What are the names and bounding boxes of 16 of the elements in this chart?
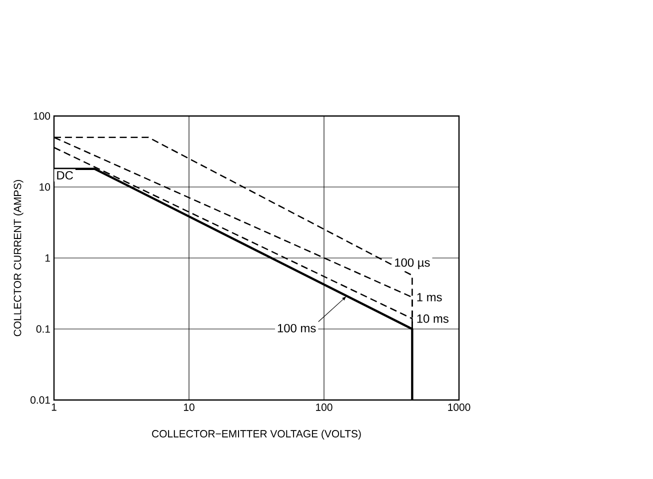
x-tick-label: 10 xyxy=(184,404,194,411)
series-label: 10 ms xyxy=(417,314,448,323)
series-label: DC xyxy=(57,171,73,180)
series-label: 100 µs xyxy=(395,258,430,270)
x-axis-title: COLLECTOR−EMITTER VOLTAGE (VOLTS) xyxy=(152,430,361,440)
x-tick-label: 100 xyxy=(316,404,332,411)
annotation: 100 ms xyxy=(278,324,316,332)
x-tick-label: 1 xyxy=(52,404,56,411)
y-tick-label: 100 xyxy=(34,112,50,120)
y-tick-label: 1 xyxy=(45,254,50,262)
y-axis-title: COLLECTOR CURRENT (AMPS) xyxy=(14,180,24,336)
y-tick-label: 0.1 xyxy=(36,325,50,333)
x-tick-label: 1000 xyxy=(448,404,470,411)
series-label: 1 ms xyxy=(417,293,442,302)
y-tick-label: 0.01 xyxy=(30,396,50,404)
y-tick-label: 10 xyxy=(40,183,50,191)
